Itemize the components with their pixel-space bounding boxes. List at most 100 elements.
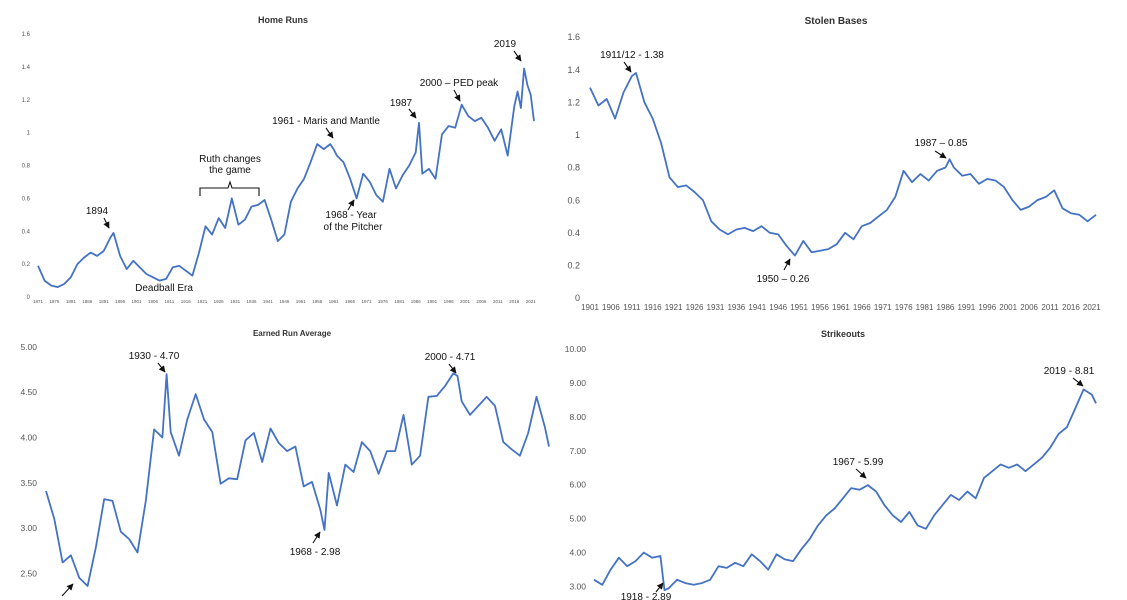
x-tick-label: 2011: [493, 299, 503, 304]
x-tick-label: 1936: [727, 303, 745, 312]
x-tick-label: 1926: [686, 303, 704, 312]
y-tick-label: 1.4: [22, 65, 31, 71]
annotation-1950: 1950 – 0.26: [757, 274, 810, 285]
x-tick-label: 1996: [444, 299, 455, 304]
x-tick-label: 1946: [769, 303, 787, 312]
annotation-1987: 1987: [390, 98, 413, 109]
y-tick-label: 0.4: [567, 228, 580, 238]
x-tick-label: 1881: [66, 299, 77, 304]
y-tick-label: 10.00: [565, 344, 587, 354]
x-tick-label: 1911: [623, 303, 641, 312]
y-tick-label: 3.00: [20, 523, 37, 533]
era-series-line: [45, 372, 550, 587]
y-tick-label: 0.6: [22, 196, 31, 202]
x-tick-label: 1906: [602, 303, 620, 312]
annotation-1911-12: 1911/12 - 1.38: [600, 50, 664, 61]
y-tick-label: 0: [27, 295, 31, 301]
annotation-1987-arrow: [408, 108, 417, 119]
ruth-bracket: [199, 180, 260, 196]
y-tick-label: 8.00: [569, 412, 586, 422]
stolen-bases-y-axis: 0 0.2 0.4 0.6 0.8 1 1.2 1.4 1.6: [567, 32, 580, 303]
strikeouts-title: Strikeouts: [821, 329, 865, 339]
y-tick-label: 1.6: [22, 32, 31, 38]
y-tick-label: 0: [575, 293, 580, 303]
annotation-1894: 1894: [86, 206, 109, 217]
x-tick-label: 1921: [665, 303, 683, 312]
x-tick-label: 1956: [312, 299, 323, 304]
x-tick-label: 1971: [361, 299, 372, 304]
x-tick-label: 1886: [82, 299, 93, 304]
home-runs-y-axis: 0 0.2 0.4 0.6 0.8 1 1.2 1.4 1.6: [22, 32, 31, 301]
home-runs-title: Home Runs: [258, 15, 308, 25]
annotation-ruth-line2: the game: [209, 165, 251, 176]
annotation-1950-arrow: [783, 258, 791, 271]
y-tick-label: 7.00: [569, 446, 586, 456]
annotation-2019-so-arrow: [1072, 377, 1084, 387]
x-tick-label: 1956: [811, 303, 829, 312]
y-tick-label: 6.00: [569, 480, 586, 490]
annotation-1967-arrow: [855, 468, 867, 479]
era-title: Earned Run Average: [253, 329, 332, 338]
y-tick-label: 1.2: [567, 97, 580, 107]
stolen-bases-title: Stolen Bases: [805, 16, 868, 27]
x-tick-label: 1901: [132, 299, 143, 304]
y-tick-label: 3.00: [569, 581, 586, 591]
y-tick-label: 1: [575, 130, 580, 140]
y-tick-label: 2.50: [20, 568, 37, 578]
x-tick-label: 1891: [99, 299, 110, 304]
annotation-2000-era-arrow: [448, 363, 457, 374]
annotation-1908-era-arrow: [61, 583, 74, 597]
y-tick-label: 4.00: [569, 548, 586, 558]
annotation-2019-hr-arrow: [513, 50, 522, 62]
annotation-1894-arrow: [103, 217, 110, 229]
x-tick-label: 1871: [33, 299, 44, 304]
era-chart: Earned Run Average 2.50 3.00 3.50 4.00 4.50 5…: [20, 329, 550, 597]
x-tick-label: 1981: [916, 303, 934, 312]
x-tick-label: 2001: [999, 303, 1017, 312]
x-tick-label: 1976: [895, 303, 913, 312]
x-tick-label: 1901: [581, 303, 599, 312]
annotation-1967: 1967 - 5.99: [833, 457, 884, 468]
y-tick-label: 4.00: [20, 433, 37, 443]
annotation-1930: 1930 - 4.70: [129, 351, 180, 362]
annotation-1930-arrow: [157, 362, 166, 373]
annotation-1911-12-arrow: [623, 61, 632, 73]
y-tick-label: 5.00: [569, 514, 586, 524]
annotation-deadball-era: Deadball Era: [135, 283, 193, 294]
annotation-1968-era: 1968 - 2.98: [290, 547, 341, 558]
y-tick-label: 0.8: [22, 164, 31, 170]
annotation-1968-arrow: [347, 199, 355, 211]
x-tick-label: 1921: [197, 299, 208, 304]
home-runs-chart: Home Runs 00.20.40.60.811.21.41.6 1871 18…: [22, 15, 537, 304]
annotation-2019-so: 2019 - 8.81: [1044, 366, 1095, 377]
strikeouts-series-line: [593, 388, 1097, 592]
x-tick-label: 1961: [329, 299, 340, 304]
strikeouts-y-axis: 3.00 4.00 5.00 6.00 7.00 8.00 9.00 10.00: [565, 344, 587, 592]
annotation-1968-line2: of the Pitcher: [324, 222, 384, 233]
x-tick-label: 2011: [1041, 303, 1059, 312]
x-tick-label: 1931: [230, 299, 241, 304]
annotation-maris-mantle: 1961 - Maris and Mantle: [272, 116, 380, 127]
x-tick-label: 1981: [394, 299, 405, 304]
annotation-ruth-line1: Ruth changes: [199, 154, 261, 165]
x-tick-label: 2021: [1083, 303, 1101, 312]
y-tick-label: 1: [27, 131, 31, 137]
stolen-bases-series-line: [589, 72, 1097, 257]
x-tick-label: 2021: [526, 299, 537, 304]
annotation-1918-arrow: [655, 582, 664, 593]
annotation-maris-mantle-arrow: [325, 127, 334, 139]
x-tick-label: 1996: [978, 303, 996, 312]
y-tick-label: 1.2: [22, 98, 31, 104]
stolen-bases-x-axis: 1901 1906 1911 1916 1921 1926 1931 1936 1941 1946…: [581, 303, 1101, 312]
x-tick-label: 1936: [247, 299, 258, 304]
annotation-1987-sb-arrow: [934, 150, 947, 159]
x-tick-label: 1896: [115, 299, 126, 304]
x-tick-label: 1976: [378, 299, 389, 304]
annotation-1987-sb: 1987 – 0.85: [915, 138, 968, 149]
x-tick-label: 2001: [460, 299, 471, 304]
x-tick-label: 1986: [937, 303, 955, 312]
stolen-bases-chart: Stolen Bases 0 0.2 0.4 0.6 0.8 1 1.2 1.4 1.6 190…: [567, 16, 1101, 312]
x-tick-label: 1991: [957, 303, 975, 312]
x-tick-label: 1991: [427, 299, 438, 304]
x-tick-label: 1971: [874, 303, 892, 312]
